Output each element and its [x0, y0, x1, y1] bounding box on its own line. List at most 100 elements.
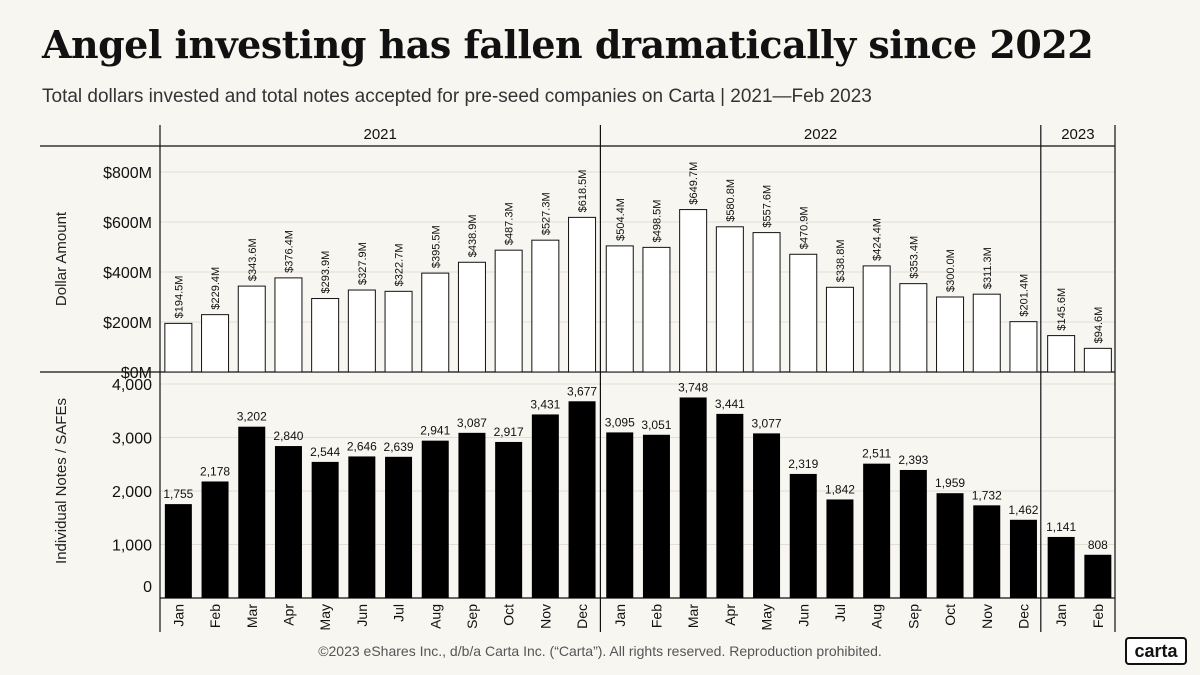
notes-data-label: 2,639 [384, 440, 414, 454]
dollar-data-label: $311.3M [982, 247, 994, 289]
month-tick-label: Jan [170, 604, 186, 627]
month-tick-label: May [759, 604, 775, 630]
dollar-data-label: $293.9M [320, 251, 332, 294]
top-y-tick-label: $600M [103, 215, 152, 232]
notes-bar [716, 413, 744, 598]
dollar-bar [642, 246, 671, 373]
notes-data-label: 2,646 [347, 439, 377, 453]
notes-data-label: 2,917 [494, 425, 524, 439]
dollar-data-label: $527.3M [540, 192, 552, 235]
dollar-bar [605, 245, 634, 373]
notes-bar [899, 469, 927, 598]
dollar-data-label: $300.0M [945, 249, 957, 292]
month-tick-label: Mar [244, 604, 260, 628]
year-label: 2022 [804, 126, 837, 143]
notes-bar [1047, 536, 1075, 598]
month-tick-label: Jan [1053, 604, 1069, 627]
dollar-data-label: $229.4M [210, 267, 222, 310]
month-tick-label: Mar [685, 604, 701, 628]
notes-bar [531, 414, 559, 598]
dollar-bar [568, 216, 597, 373]
dollar-data-label: $395.5M [430, 225, 442, 268]
notes-bar [348, 456, 376, 598]
notes-data-label: 2,544 [310, 445, 340, 459]
month-tick-label: Apr [722, 604, 738, 626]
dollar-data-label: $338.8M [835, 239, 847, 282]
dollar-data-label: $470.9M [798, 206, 810, 249]
dollar-bar [679, 209, 708, 373]
dollar-bar [421, 272, 450, 373]
top-y-tick-label: $800M [103, 165, 152, 182]
notes-data-label: 3,051 [641, 418, 671, 432]
notes-data-label: 3,077 [752, 416, 782, 430]
dollar-data-label: $438.9M [467, 214, 479, 257]
top-y-tick-label: $200M [103, 315, 152, 332]
top-y-axis-title: Dollar Amount [53, 211, 70, 306]
month-tick-label: Jul [391, 604, 407, 622]
notes-data-label: 1,732 [972, 488, 1002, 502]
notes-bar [1009, 519, 1037, 598]
notes-bar [973, 505, 1001, 598]
notes-bar [753, 433, 781, 598]
dollar-data-label: $353.4M [908, 236, 920, 279]
dollar-bar [1047, 335, 1076, 373]
chart-subtitle: Total dollars invested and total notes a… [42, 86, 872, 107]
notes-bar [606, 432, 634, 598]
copyright-footer: ©2023 eShares Inc., d/b/a Carta Inc. (“C… [318, 643, 882, 659]
dollar-bar [789, 253, 818, 373]
dollar-bar [862, 265, 891, 373]
notes-bar [679, 397, 707, 598]
month-tick-label: Dec [574, 604, 590, 629]
notes-data-label: 808 [1088, 538, 1108, 552]
dollar-bar [274, 277, 303, 373]
month-tick-label: Sep [464, 604, 480, 629]
dollar-data-label: $649.7M [688, 162, 700, 205]
dollar-data-label: $327.9M [357, 242, 369, 285]
year-label: 2021 [364, 126, 397, 143]
bottom-y-tick-label: 0 [143, 579, 152, 596]
notes-data-label: 1,959 [935, 476, 965, 490]
notes-data-label: 2,941 [420, 424, 450, 438]
dollar-data-label: $557.6M [762, 185, 774, 228]
notes-data-label: 2,393 [898, 453, 928, 467]
notes-bar [385, 456, 413, 598]
chart-title: Angel investing has fallen dramatically … [42, 22, 1094, 67]
notes-bar [936, 493, 964, 598]
notes-data-label: 2,319 [788, 457, 818, 471]
dollar-bar [972, 293, 1001, 373]
dollar-bar [457, 261, 486, 373]
notes-bar [164, 504, 192, 598]
dollar-bar [531, 239, 560, 373]
notes-bar [274, 446, 302, 598]
bottom-y-tick-label: 1,000 [112, 538, 152, 555]
dollar-data-label: $376.4M [283, 230, 295, 273]
notes-data-label: 3,431 [530, 397, 560, 411]
notes-bar [1084, 554, 1112, 598]
month-tick-label: Feb [648, 604, 664, 628]
dollar-data-label: $94.6M [1093, 307, 1105, 344]
notes-data-label: 2,840 [273, 429, 303, 443]
dollar-data-label: $145.6M [1056, 288, 1068, 331]
dollar-bar [201, 314, 230, 373]
month-tick-label: May [317, 604, 333, 630]
notes-bar [201, 481, 229, 598]
notes-data-label: 3,202 [237, 410, 267, 424]
notes-bar [642, 434, 670, 598]
month-tick-label: Feb [207, 604, 223, 628]
notes-bar [238, 426, 266, 598]
notes-data-label: 3,087 [457, 416, 487, 430]
notes-data-label: 1,141 [1046, 520, 1076, 534]
month-tick-label: Oct [942, 604, 958, 626]
dollar-data-label: $618.5M [577, 170, 589, 213]
notes-bar [789, 473, 817, 598]
notes-bar [421, 440, 449, 598]
top-y-tick-label: $0M [121, 365, 152, 382]
dollar-bar [237, 285, 266, 373]
notes-data-label: 1,842 [825, 482, 855, 496]
dollar-data-label: $194.5M [173, 276, 185, 319]
dollar-bar [899, 283, 928, 373]
notes-bar [568, 401, 596, 598]
month-tick-label: Nov [979, 604, 995, 629]
dollar-bar [1083, 347, 1112, 373]
notes-data-label: 2,178 [200, 464, 230, 478]
